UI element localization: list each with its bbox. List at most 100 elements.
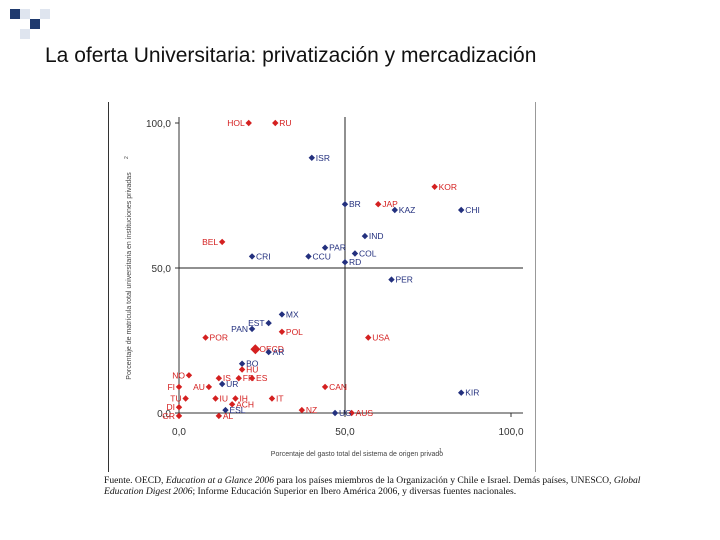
data-label-par: PAR (329, 243, 346, 253)
data-point-isr (308, 154, 315, 161)
data-point-can (321, 383, 329, 391)
data-label-fr: FR (243, 373, 254, 383)
y-tick-label: 100,0 (146, 119, 171, 130)
x-tick-label: 100,0 (498, 427, 523, 438)
data-point-al (215, 412, 223, 420)
data-label-is: IS (223, 373, 231, 383)
data-label-per: PER (395, 275, 412, 285)
data-point-ar (265, 348, 272, 356)
data-point-tu (182, 395, 189, 402)
data-label-fi: FI (167, 382, 175, 392)
data-label-pan: PAN (231, 324, 248, 334)
y-axis-title-superscript: 2 (124, 156, 130, 159)
y-tick-label: 50,0 (152, 264, 172, 275)
data-point-es (248, 375, 256, 382)
decor-square-dark-2 (30, 19, 40, 29)
data-point-au (205, 383, 213, 391)
data-point-bo (238, 360, 246, 367)
data-label-ach: ACH (236, 399, 254, 409)
data-point-fr (235, 375, 242, 382)
data-label-al: AL (223, 411, 234, 421)
data-label-au: AU (193, 382, 205, 392)
data-point-pan (248, 325, 256, 333)
data-point-bel (218, 238, 226, 246)
data-label-nz: NZ (306, 405, 317, 415)
data-point-hol (245, 119, 252, 127)
data-label-br: BR (349, 199, 361, 209)
data-point-ug (331, 409, 339, 417)
data-label-isr: ISR (316, 153, 330, 163)
data-point-jap (375, 201, 382, 208)
y-tick-label: 0,0 (157, 409, 171, 420)
data-label-gr: GR (162, 411, 175, 421)
data-point-ind (361, 232, 369, 240)
data-point-usa (365, 334, 372, 341)
data-point-hu (238, 366, 246, 373)
data-label-ur: UR (226, 379, 238, 389)
decor-square-light-1 (20, 9, 30, 19)
data-point-is (215, 375, 223, 382)
data-point-par (321, 244, 329, 251)
data-point-fi (175, 383, 183, 391)
data-label-es: ES (256, 373, 268, 383)
chart-frame: 0,0 0,0 50,0 50,0 100,0 100,0 Porcentaje del g… (108, 102, 536, 472)
data-label-ind: IND (369, 231, 384, 241)
data-point-mx (278, 311, 286, 318)
data-label-ccu: CCU (312, 251, 330, 261)
data-label-mx: MX (286, 309, 299, 319)
data-label-esl: ESL (229, 405, 245, 415)
data-point-oecd (250, 344, 261, 355)
data-label-usa: USA (372, 333, 390, 343)
data-label-can: CAN (329, 382, 347, 392)
decor-square-light-2 (40, 9, 50, 19)
data-label-jap: JAP (382, 199, 398, 209)
data-point-ccu (305, 253, 312, 260)
data-point-rd (341, 259, 349, 266)
data-label-di: DI (167, 402, 176, 412)
x-tick-label: 50,0 (335, 427, 355, 438)
data-label-est: EST (248, 318, 265, 328)
data-label-por: POR (210, 333, 228, 343)
data-label-pol: POL (286, 327, 303, 337)
data-label-bo: BO (246, 359, 259, 369)
data-point-ur (218, 380, 226, 388)
source-publication-2: Global Education Digest 2006 (104, 475, 641, 497)
data-label-ar: AR (273, 347, 285, 357)
source-middle: para los países miembros de la Organizac… (274, 475, 614, 486)
y-axis-title: Porcentaje de matrícula total universita… (126, 172, 133, 380)
slide-title: La oferta Universitaria: privatización y… (45, 44, 537, 67)
data-point-gr (175, 412, 183, 420)
data-point-kir (458, 389, 465, 396)
data-point-est (265, 319, 272, 327)
data-point-per (388, 276, 395, 283)
data-point-por (202, 334, 209, 341)
data-point-di (175, 404, 183, 411)
data-point-nz (298, 406, 306, 414)
data-label-bel: BEL (202, 237, 218, 247)
source-publication-1: Education at a Glance 2006 (165, 475, 275, 486)
data-point-ach (228, 401, 236, 408)
data-point-pol (278, 328, 286, 335)
data-point-no (185, 372, 193, 379)
data-label-kaz: KAZ (399, 205, 416, 215)
data-label-kor: KOR (439, 182, 457, 192)
data-label-oecd: OECD (259, 344, 284, 354)
data-label-kir: KIR (465, 388, 479, 398)
data-point-cri (248, 253, 256, 260)
data-label-it: IT (276, 394, 284, 404)
data-label-cri: CRI (256, 251, 271, 261)
data-point-ih (232, 395, 239, 402)
data-point-iu (212, 395, 219, 402)
data-point-aus (348, 409, 355, 417)
x-axis-title-superscript: 1 (439, 448, 442, 454)
data-point-it (268, 395, 276, 402)
data-label-ih: IH (239, 394, 248, 404)
source-suffix: ; Informe Educación Superior en Ibero Am… (192, 486, 517, 497)
data-label-aus: AUS (356, 408, 374, 418)
data-point-esl (222, 406, 229, 414)
data-label-ru: RU (279, 118, 291, 128)
decor-square-light-3 (20, 29, 30, 39)
data-label-ug: UG (339, 408, 352, 418)
data-label-tu: TU (170, 394, 181, 404)
data-label-hu: HU (246, 365, 258, 375)
